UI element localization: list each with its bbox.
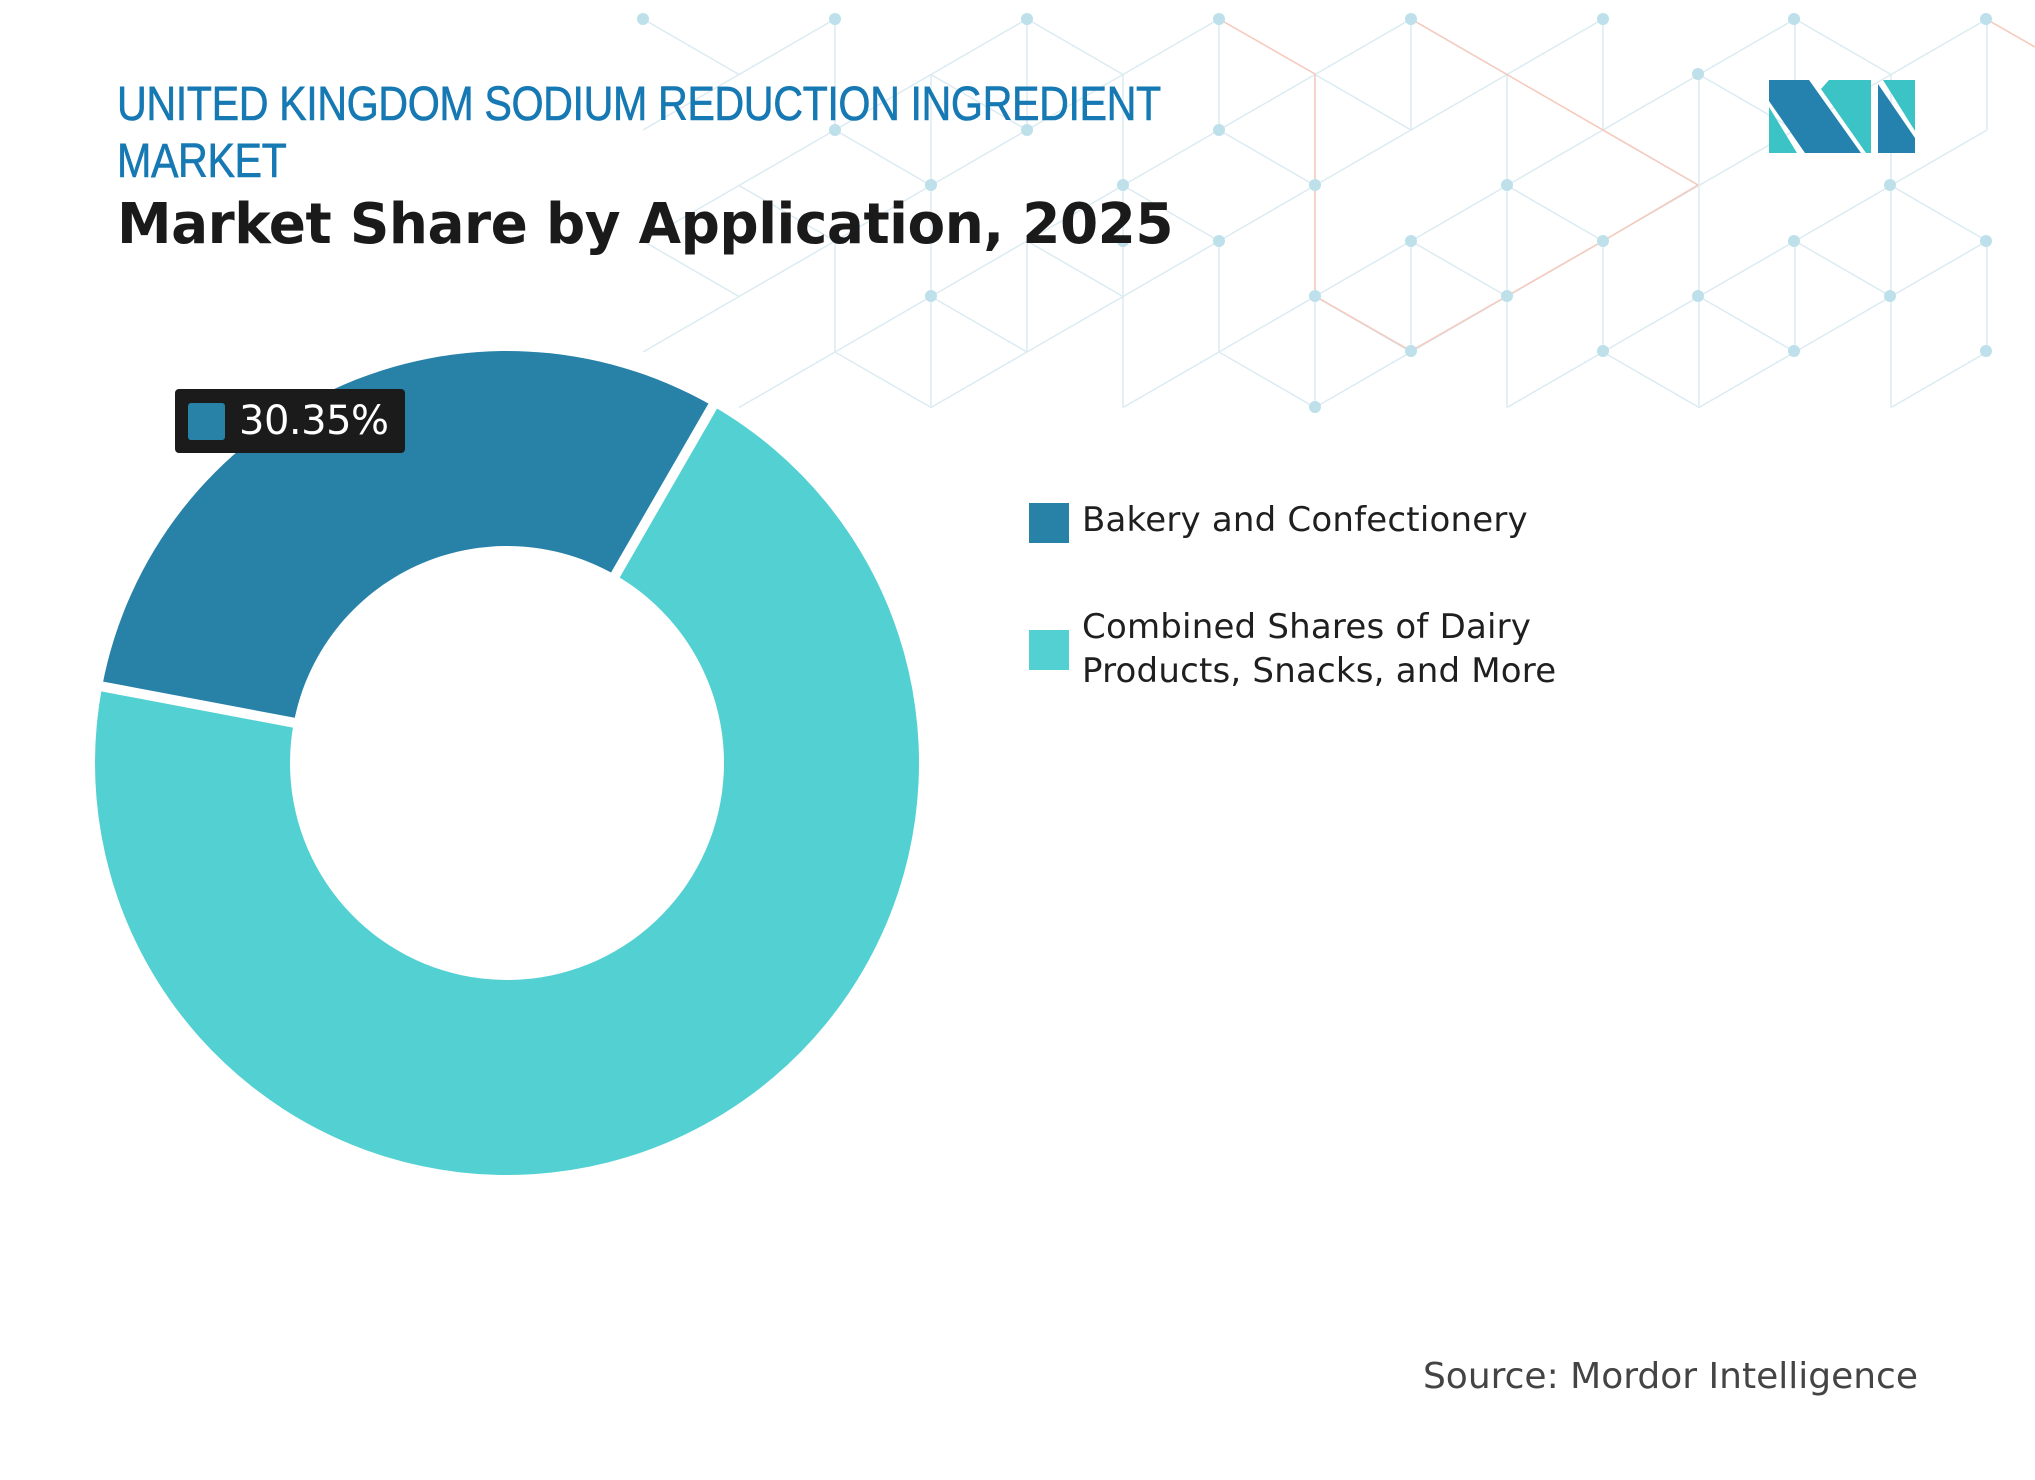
legend-item-bakery: Bakery and Confectionery: [1029, 500, 1528, 543]
data-label-value: 30.35%: [239, 398, 389, 444]
slice-separator: [97, 680, 299, 729]
legend-item-combined: Combined Shares of Dairy Products, Snack…: [1029, 605, 1556, 693]
legend-label-bakery: Bakery and Confectionery: [1082, 500, 1528, 540]
chart-title-continued: MARKET: [117, 135, 287, 189]
legend-swatch-combined: [1029, 630, 1069, 670]
donut-slice-combined: [95, 406, 919, 1175]
slice-separator: [609, 400, 720, 581]
source-note: Source: Mordor Intelligence: [1422, 1356, 1918, 1397]
chart-subtitle: Market Share by Application, 2025: [117, 192, 1174, 257]
chart-title: UNITED KINGDOM SODIUM REDUCTION INGREDIE…: [117, 78, 1162, 132]
legend-label-combined: Combined Shares of Dairy Products, Snack…: [1082, 607, 1557, 691]
legend-swatch-bakery: [1029, 503, 1069, 543]
mordor-intelligence-logo-icon: [1769, 80, 1915, 153]
data-label-swatch: [188, 402, 225, 440]
data-label-bakery: 30.35%: [175, 389, 405, 453]
